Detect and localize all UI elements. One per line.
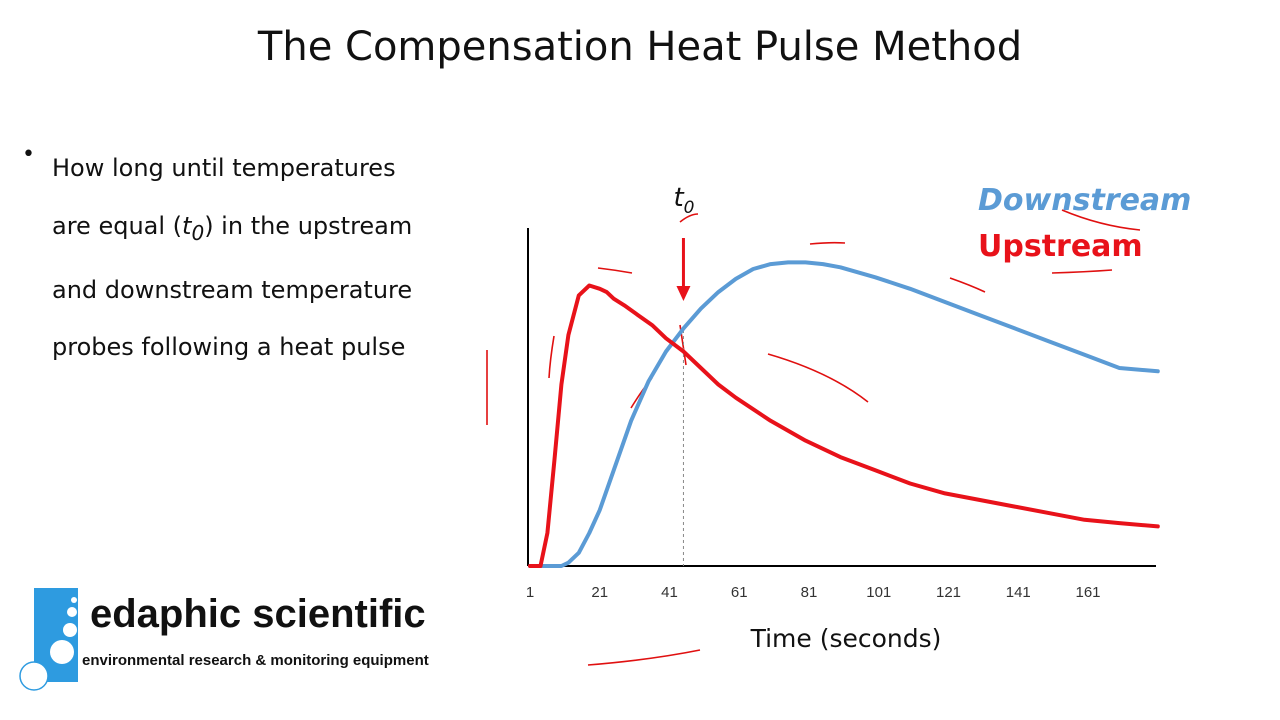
pen-annotations	[486, 209, 1141, 666]
bullet-text: How long until temperatures are equal (t…	[52, 140, 472, 377]
x-tick-label: 21	[591, 584, 608, 601]
bullet-line-3: and downstream temperature	[52, 275, 413, 304]
t0-marker-subscript: 0	[684, 198, 695, 218]
x-tick-label: 121	[936, 584, 961, 601]
pen-stroke	[1051, 269, 1113, 274]
x-tick-label: 141	[1006, 584, 1031, 601]
t0-marker-label: t0	[673, 183, 694, 218]
legend-upstream: Upstream	[978, 229, 1143, 264]
series-line-upstream	[528, 283, 1160, 568]
bullet-line-2a: are equal (	[52, 211, 183, 240]
x-tick-label: 81	[801, 584, 818, 601]
x-tick-label: 101	[866, 584, 891, 601]
t0-arrow-head	[676, 286, 691, 301]
x-axis-label: Time (seconds)	[750, 624, 942, 653]
bullet-marker: •	[22, 142, 35, 167]
slide-title: The Compensation Heat Pulse Method	[257, 24, 1023, 70]
bullet-line-2b: ) in the upstream	[204, 211, 413, 240]
pen-stroke	[587, 649, 701, 666]
x-tick-label: 61	[731, 584, 748, 601]
bullet-line-1: How long until temperatures	[52, 154, 396, 182]
company-logo: edaphic scientific environmental researc…	[19, 588, 460, 698]
pen-stroke	[597, 267, 633, 274]
pen-stroke	[809, 241, 846, 245]
series-line-downstream	[528, 260, 1160, 568]
legend-downstream: Downstream	[978, 183, 1191, 218]
bullet-t-subscript: 0	[191, 220, 205, 245]
pen-stroke	[767, 353, 869, 403]
logo-tagline: environmental research & monitoring equi…	[82, 652, 429, 669]
bullet-t-symbol: t	[182, 211, 192, 240]
logo-icon	[19, 588, 78, 691]
x-tick-label: 41	[661, 584, 678, 601]
pen-stroke	[1061, 209, 1141, 231]
logo-name: edaphic scientific	[90, 592, 426, 636]
x-tick-label: 1	[526, 584, 534, 601]
pen-stroke	[679, 213, 699, 223]
x-tick-label: 161	[1075, 584, 1100, 601]
pen-stroke	[548, 335, 555, 379]
bullet-line-4: probes following a heat pulse	[52, 333, 406, 362]
pen-stroke	[949, 277, 986, 293]
